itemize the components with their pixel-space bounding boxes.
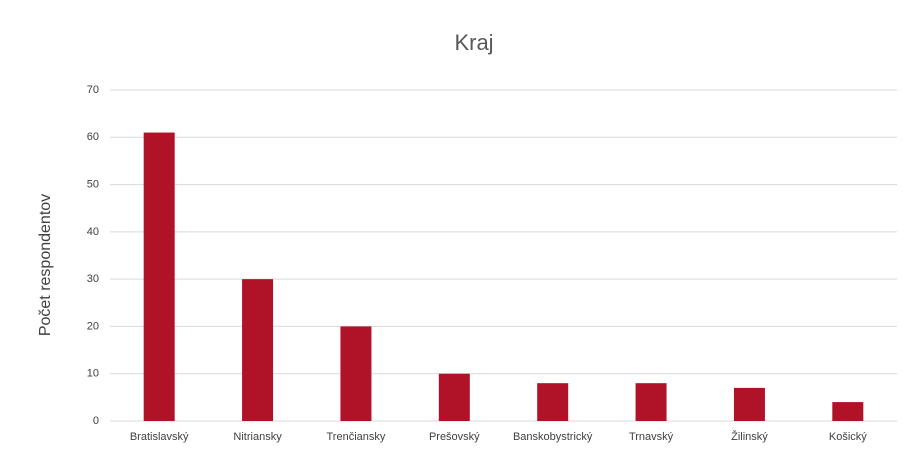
x-tick-label: Žilinský	[731, 430, 768, 443]
y-tick-label: 20	[87, 320, 99, 332]
chart-title: Kraj	[454, 30, 493, 55]
y-tick-label: 70	[87, 84, 99, 96]
bar	[242, 279, 274, 421]
x-tick-label: Trenčiansky	[326, 431, 385, 443]
x-tick-label: Prešovský	[429, 431, 480, 443]
y-tick-label: 10	[87, 368, 99, 380]
y-tick-label: 0	[93, 415, 99, 427]
bar	[143, 132, 175, 422]
bar	[635, 383, 667, 421]
x-tick-label: Trnavský	[629, 431, 674, 443]
bar	[537, 383, 569, 421]
x-tick-label: Bratislavský	[130, 431, 189, 443]
y-axis-label: Počet respondentov	[37, 194, 54, 336]
bar	[340, 326, 372, 421]
y-tick-label: 30	[87, 273, 99, 285]
bar	[733, 387, 765, 421]
bar	[438, 373, 470, 421]
y-tick-label: 50	[87, 178, 99, 190]
bar	[832, 402, 864, 421]
y-tick-label: 60	[87, 131, 99, 143]
x-tick-label: Banskobystrický	[513, 431, 593, 443]
x-tick-label: Košický	[829, 431, 867, 443]
y-tick-label: 40	[87, 226, 99, 238]
x-tick-label: Nitriansky	[233, 431, 282, 443]
